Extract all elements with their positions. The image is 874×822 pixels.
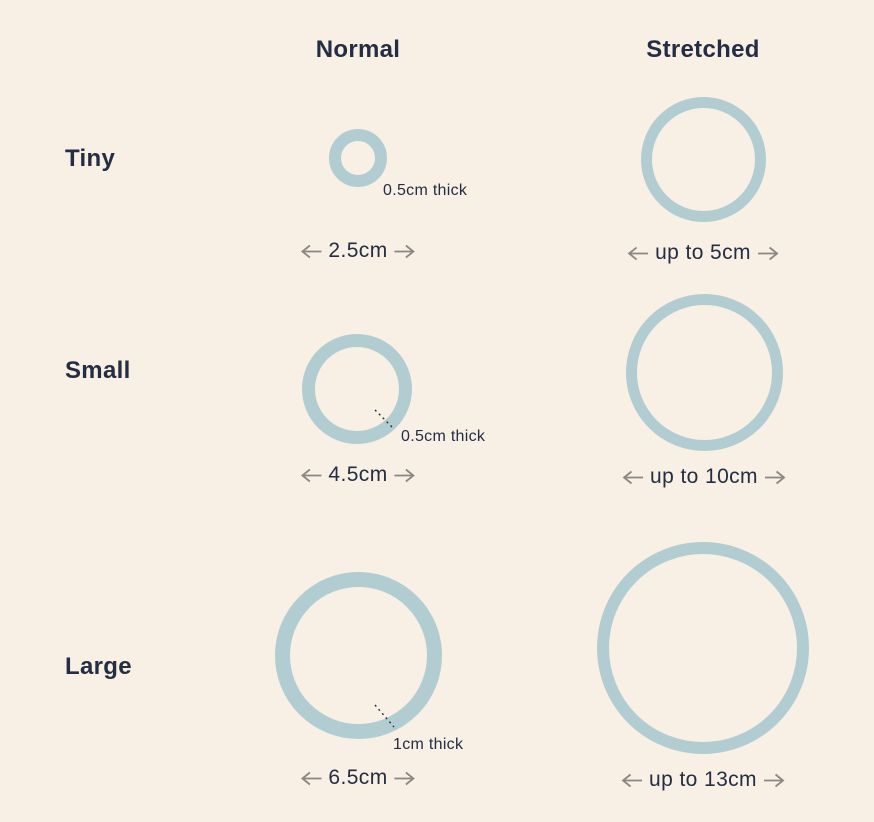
measurement-value: 4.5cm	[328, 463, 388, 486]
thickness-label-small: 0.5cm thick	[401, 428, 486, 445]
thickness-label-large: 1cm thick	[393, 736, 464, 753]
measurement-tiny-stretched: up to 5cm	[626, 241, 780, 265]
ring-large-normal	[275, 572, 442, 739]
ring-tiny-stretched	[641, 97, 766, 222]
right-arrow-icon	[763, 773, 785, 787]
row-label-tiny: Tiny	[65, 145, 116, 172]
measurement-tiny-normal: 2.5cm	[299, 239, 416, 263]
right-arrow-icon	[394, 771, 416, 785]
measurement-value: 6.5cm	[328, 766, 388, 789]
measurement-small-stretched: up to 10cm	[621, 465, 787, 489]
measurement-value: up to 13cm	[649, 768, 757, 791]
left-arrow-icon	[621, 773, 643, 787]
right-arrow-icon	[764, 470, 786, 484]
left-arrow-icon	[622, 470, 644, 484]
right-arrow-icon	[394, 468, 416, 482]
ring-tiny-normal	[329, 129, 387, 187]
measurement-value: up to 5cm	[655, 241, 751, 264]
left-arrow-icon	[300, 468, 322, 482]
thickness-dotted-line-small	[374, 409, 394, 429]
ring-small-stretched	[626, 294, 783, 451]
ring-large-stretched	[597, 542, 809, 754]
row-label-large: Large	[65, 653, 132, 680]
measurement-large-normal: 6.5cm	[299, 766, 416, 790]
right-arrow-icon	[394, 244, 416, 258]
column-header-normal: Normal	[315, 36, 401, 63]
measurement-small-normal: 4.5cm	[299, 463, 416, 487]
thickness-dotted-line-large	[374, 704, 395, 728]
left-arrow-icon	[300, 244, 322, 258]
measurement-value: up to 10cm	[650, 465, 758, 488]
right-arrow-icon	[757, 246, 779, 260]
row-label-small: Small	[65, 357, 131, 384]
left-arrow-icon	[627, 246, 649, 260]
thickness-label-tiny: 0.5cm thick	[383, 182, 468, 199]
left-arrow-icon	[300, 771, 322, 785]
column-header-stretched: Stretched	[646, 36, 760, 63]
measurement-value: 2.5cm	[328, 239, 388, 262]
measurement-large-stretched: up to 13cm	[620, 768, 786, 792]
